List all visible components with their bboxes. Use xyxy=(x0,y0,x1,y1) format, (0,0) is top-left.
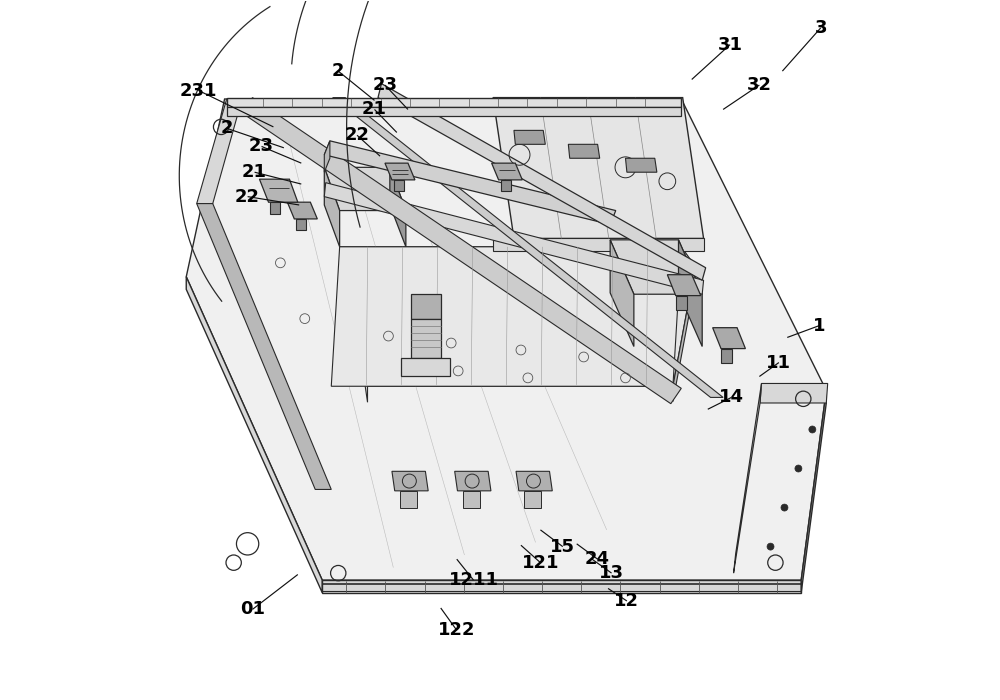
Polygon shape xyxy=(610,240,702,294)
Polygon shape xyxy=(673,266,695,402)
Text: 14: 14 xyxy=(719,389,744,407)
Polygon shape xyxy=(713,328,745,349)
Polygon shape xyxy=(493,239,704,251)
Text: 3: 3 xyxy=(814,19,827,37)
Polygon shape xyxy=(401,358,450,377)
Polygon shape xyxy=(324,167,340,247)
Text: 2: 2 xyxy=(332,62,344,80)
Polygon shape xyxy=(287,202,317,219)
Polygon shape xyxy=(385,163,415,180)
Polygon shape xyxy=(186,276,322,593)
Polygon shape xyxy=(242,97,681,404)
Polygon shape xyxy=(259,179,298,202)
Circle shape xyxy=(767,543,774,550)
Polygon shape xyxy=(568,144,600,158)
Circle shape xyxy=(809,426,816,433)
Text: 1211: 1211 xyxy=(449,571,499,589)
Polygon shape xyxy=(400,491,417,508)
Text: 1: 1 xyxy=(813,316,826,335)
Polygon shape xyxy=(392,471,428,491)
Polygon shape xyxy=(227,107,681,116)
Polygon shape xyxy=(270,202,280,214)
Polygon shape xyxy=(350,266,368,402)
Polygon shape xyxy=(331,247,681,386)
Polygon shape xyxy=(411,318,441,358)
Polygon shape xyxy=(493,97,704,239)
Circle shape xyxy=(781,504,788,511)
Text: 22: 22 xyxy=(345,126,370,144)
Polygon shape xyxy=(501,180,511,191)
Polygon shape xyxy=(721,349,732,363)
Text: 13: 13 xyxy=(599,564,624,582)
Text: 15: 15 xyxy=(550,538,575,556)
Polygon shape xyxy=(760,384,828,403)
Polygon shape xyxy=(394,180,404,191)
Polygon shape xyxy=(463,491,480,508)
Text: 122: 122 xyxy=(438,622,476,639)
Text: 21: 21 xyxy=(362,101,387,118)
Polygon shape xyxy=(524,491,541,508)
Polygon shape xyxy=(324,141,330,172)
Polygon shape xyxy=(667,274,701,295)
Text: 22: 22 xyxy=(235,188,260,206)
Text: 2: 2 xyxy=(220,119,233,137)
Polygon shape xyxy=(322,580,801,593)
Text: 21: 21 xyxy=(242,163,267,181)
Polygon shape xyxy=(186,99,826,580)
Polygon shape xyxy=(227,97,681,107)
Text: 23: 23 xyxy=(372,76,397,94)
Polygon shape xyxy=(455,471,491,491)
Text: 31: 31 xyxy=(718,36,743,54)
Polygon shape xyxy=(390,167,406,247)
Polygon shape xyxy=(197,204,331,489)
Text: 24: 24 xyxy=(585,550,610,568)
Polygon shape xyxy=(324,183,704,294)
Polygon shape xyxy=(626,158,657,172)
Text: 32: 32 xyxy=(747,76,772,94)
Text: 12: 12 xyxy=(614,592,639,610)
Polygon shape xyxy=(676,295,687,309)
Circle shape xyxy=(795,465,802,472)
Polygon shape xyxy=(340,247,695,386)
Polygon shape xyxy=(516,471,552,491)
Polygon shape xyxy=(333,97,723,398)
Polygon shape xyxy=(296,219,306,230)
Polygon shape xyxy=(324,167,406,211)
Polygon shape xyxy=(197,99,242,204)
Polygon shape xyxy=(734,384,761,573)
Polygon shape xyxy=(324,141,616,225)
Text: 23: 23 xyxy=(249,137,274,155)
Polygon shape xyxy=(514,130,545,144)
Polygon shape xyxy=(411,294,441,318)
Text: 231: 231 xyxy=(180,82,218,99)
Polygon shape xyxy=(492,163,522,180)
Polygon shape xyxy=(801,391,826,593)
Text: 11: 11 xyxy=(766,354,791,372)
Polygon shape xyxy=(378,84,706,280)
Text: 01: 01 xyxy=(240,601,265,618)
Polygon shape xyxy=(610,240,634,346)
Text: 121: 121 xyxy=(522,554,559,572)
Polygon shape xyxy=(678,240,702,346)
